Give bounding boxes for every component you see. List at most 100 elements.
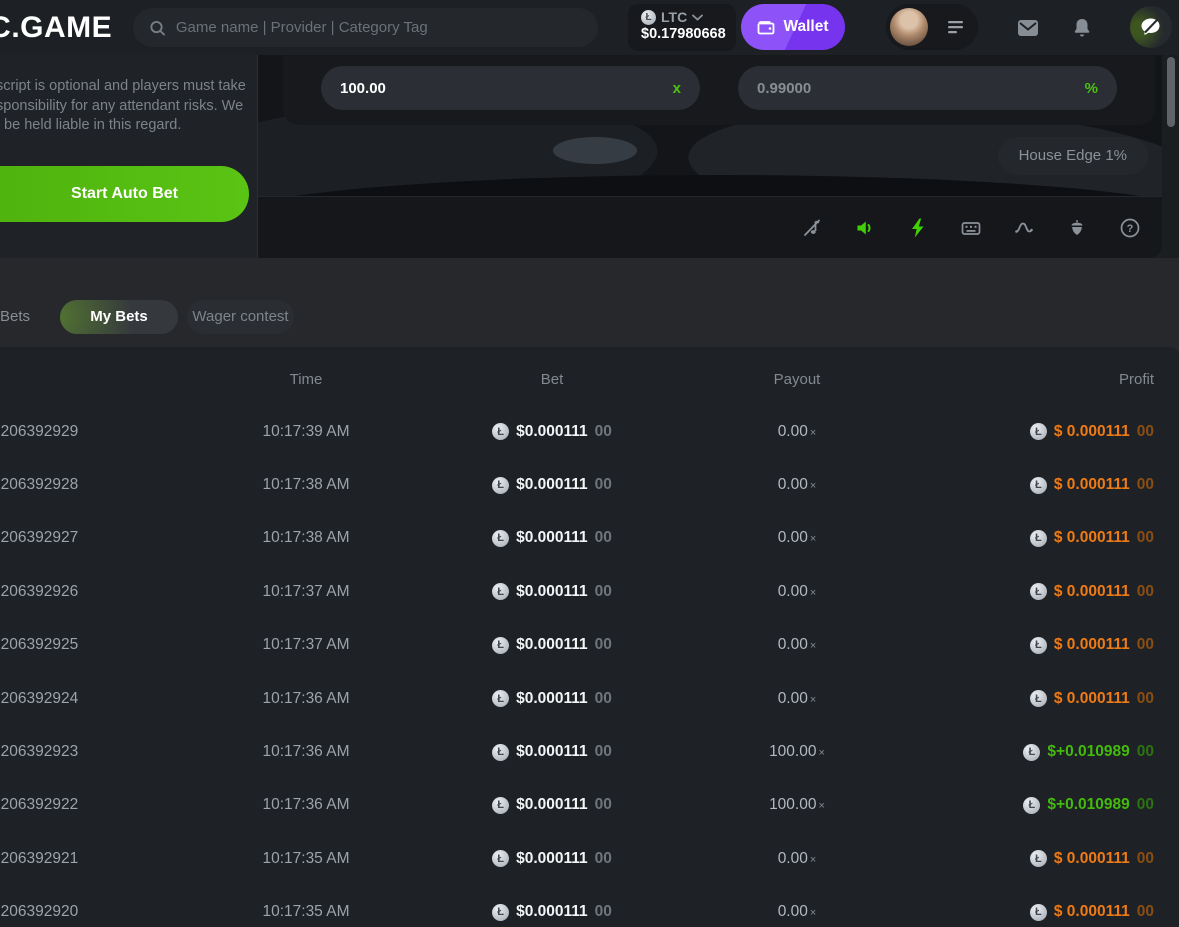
bet-list-icon [948, 21, 963, 34]
ltc-coin-icon: Ł [641, 9, 656, 25]
table-row[interactable]: 8206392929 10:17:39 AM Ł $0.000111 00 0.00… [0, 405, 1179, 458]
profile-menu[interactable] [886, 4, 978, 50]
payout-multiplier-input[interactable] [340, 79, 673, 97]
user-avatar[interactable] [890, 8, 928, 46]
bet-id: 8206392928 [0, 476, 79, 494]
ltc-coin-icon: Ł [1029, 636, 1047, 654]
ltc-coin-icon: Ł [1029, 690, 1047, 708]
sound-on-icon[interactable] [854, 217, 876, 239]
table-row[interactable]: 8206392920 10:17:35 AM Ł $0.000111 00 0.00… [0, 886, 1179, 927]
multiplier-x-suffix: x [672, 79, 681, 97]
help-icon[interactable]: ? [1119, 217, 1141, 239]
search-bar[interactable] [133, 8, 598, 47]
bet-time: 10:17:36 AM [262, 796, 350, 814]
bet-payout: 100.00 × [769, 796, 825, 814]
payout-multiplier-field[interactable]: x [321, 66, 700, 110]
tab-all-bets[interactable]: Bets [0, 308, 31, 325]
table-row[interactable]: 8206392923 10:17:36 AM Ł $0.000111 00 100.… [0, 725, 1179, 778]
bet-time: 10:17:36 AM [262, 743, 350, 761]
bet-amount: Ł $0.000111 00 [452, 636, 652, 654]
bet-payout: 0.00 × [777, 476, 817, 494]
bet-id: 8206392929 [0, 422, 79, 440]
chat-disabled-icon [1141, 18, 1160, 35]
table-header: Time Bet Payout Profit [0, 371, 1179, 391]
col-header-bet: Bet [540, 371, 564, 388]
win-chance-field[interactable]: % [738, 66, 1117, 110]
house-edge-badge: House Edge 1% [997, 137, 1148, 175]
bet-id: 8206392926 [0, 582, 79, 600]
ltc-coin-icon: Ł [492, 636, 510, 654]
bet-profit: Ł $ 0.000111 00 [954, 476, 1154, 494]
tab-wager-contest[interactable]: Wager contest [187, 300, 294, 334]
ltc-coin-icon: Ł [492, 850, 510, 868]
table-row[interactable]: 8206392927 10:17:38 AM Ł $0.000111 00 0.00… [0, 512, 1179, 565]
ltc-coin-icon: Ł [492, 796, 510, 814]
scrollbar-track [1162, 55, 1179, 258]
bet-payout: 0.00 × [777, 903, 817, 921]
start-auto-bet-button[interactable]: Start Auto Bet [0, 166, 249, 222]
ltc-coin-icon: Ł [1023, 743, 1041, 761]
search-input[interactable] [175, 19, 582, 36]
ltc-coin-icon: Ł [492, 743, 510, 761]
percent-suffix: % [1084, 79, 1098, 97]
seed-icon[interactable] [1066, 217, 1088, 239]
bets-tabs: Bets My Bets Wager contest [0, 258, 1179, 347]
bet-profit: Ł $ 0.000111 00 [954, 636, 1154, 654]
bet-payout: 0.00 × [777, 689, 817, 707]
table-row[interactable]: 8206392925 10:17:37 AM Ł $0.000111 00 0.00… [0, 619, 1179, 672]
table-row[interactable]: 8206392922 10:17:36 AM Ł $0.000111 00 100.… [0, 779, 1179, 832]
bet-payout: 0.00 × [777, 422, 817, 440]
table-row[interactable]: 8206392924 10:17:36 AM Ł $0.000111 00 0.00… [0, 672, 1179, 725]
tab-my-bets[interactable]: My Bets [60, 300, 178, 334]
turbo-bolt-icon[interactable] [907, 217, 929, 239]
wallet-label: Wallet [783, 18, 829, 35]
col-header-profit: Profit [1118, 371, 1154, 388]
wallet-button[interactable]: Wallet [741, 4, 845, 50]
my-bets-panel: Time Bet Payout Profit 8206392929 10:17:… [0, 347, 1179, 927]
win-chance-input[interactable] [757, 79, 1085, 97]
ltc-coin-icon: Ł [1029, 476, 1047, 494]
bet-time: 10:17:37 AM [262, 636, 350, 654]
bet-id: 8206392925 [0, 636, 79, 654]
bet-profit: Ł $ 0.000111 00 [954, 583, 1154, 601]
table-row[interactable]: 8206392926 10:17:37 AM Ł $0.000111 00 0.00… [0, 565, 1179, 618]
mail-icon[interactable] [1016, 16, 1040, 40]
chat-toggle-button[interactable] [1130, 6, 1172, 48]
bet-amount: Ł $0.000111 00 [452, 690, 652, 708]
ltc-coin-icon: Ł [492, 529, 510, 547]
bet-amount: Ł $0.000111 00 [452, 796, 652, 814]
bet-id: 8206392924 [0, 689, 79, 707]
bet-profit: Ł $+0.010989 00 [954, 796, 1154, 814]
bet-time: 10:17:35 AM [262, 849, 350, 867]
ltc-coin-icon: Ł [1029, 423, 1047, 441]
game-toolbar: ? [258, 196, 1162, 258]
bet-profit: Ł $ 0.000111 00 [954, 903, 1154, 921]
scrollbar-thumb[interactable] [1167, 57, 1175, 127]
wallet-balance: $0.17980668 [641, 26, 726, 42]
table-row[interactable]: 8206392928 10:17:38 AM Ł $0.000111 00 0.00… [0, 458, 1179, 511]
limbo-game-panel: x % House Edge 1% ? [258, 55, 1162, 258]
currency-selector[interactable]: Ł LTC $0.17980668 [628, 4, 736, 51]
bet-id: 8206392921 [0, 849, 79, 867]
live-stats-icon[interactable] [1013, 217, 1035, 239]
bet-time: 10:17:38 AM [262, 476, 350, 494]
bet-payout: 0.00 × [777, 636, 817, 654]
table-row[interactable]: 8206392921 10:17:35 AM Ł $0.000111 00 0.00… [0, 832, 1179, 885]
bet-time: 10:17:37 AM [262, 582, 350, 600]
ltc-coin-icon: Ł [1029, 903, 1047, 921]
bet-inputs-panel: x % [283, 55, 1155, 125]
bet-amount: Ł $0.000111 00 [452, 850, 652, 868]
bet-profit: Ł $ 0.000111 00 [954, 690, 1154, 708]
bcgame-logo[interactable]: BC.GAME [0, 11, 113, 44]
bet-time: 10:17:39 AM [262, 422, 350, 440]
search-icon [150, 20, 165, 35]
bet-profit: Ł $ 0.000111 00 [954, 850, 1154, 868]
bet-time: 10:17:36 AM [262, 689, 350, 707]
bell-icon[interactable] [1070, 16, 1094, 40]
hotkeys-keyboard-icon[interactable] [960, 217, 982, 239]
music-off-icon[interactable] [801, 217, 823, 239]
bet-amount: Ł $0.000111 00 [452, 903, 652, 921]
bet-payout: 0.00 × [777, 582, 817, 600]
top-bar: BC.GAME Ł LTC $0.17980668 Wallet [0, 0, 1179, 55]
